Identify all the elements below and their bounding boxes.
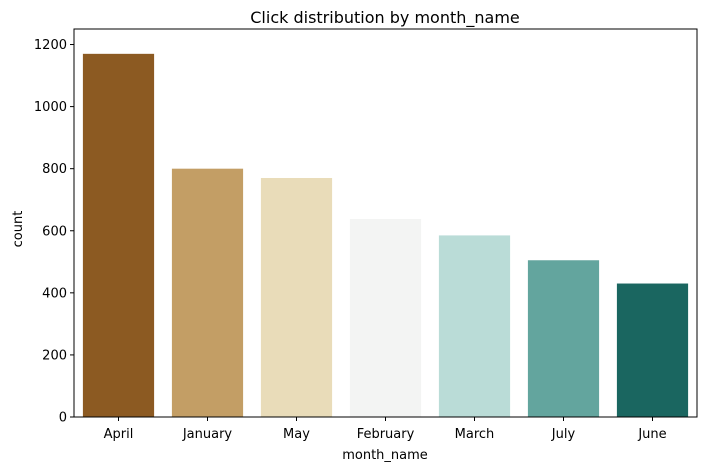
bar-february	[349, 218, 422, 417]
y-axis-label: count	[11, 211, 26, 248]
bar-april	[82, 53, 155, 417]
y-tick-label: 600	[42, 224, 67, 239]
y-axis: 0 200 400 600 800 1000 1200	[34, 38, 74, 426]
bar-july	[527, 260, 600, 417]
y-tick-label: 800	[42, 162, 67, 177]
y-tick-label: 1200	[34, 38, 67, 53]
x-tick-label: January	[182, 427, 233, 442]
x-tick-label: May	[283, 427, 310, 442]
x-axis: April January May February March July June	[104, 417, 667, 442]
x-tick-label: April	[104, 427, 134, 442]
x-tick-label: March	[455, 427, 495, 442]
y-tick-label: 400	[42, 286, 67, 301]
chart-title: Click distribution by month_name	[250, 8, 520, 28]
x-tick-label: June	[637, 427, 666, 442]
y-tick-label: 0	[59, 411, 67, 426]
bar-june	[616, 283, 689, 417]
bars-group	[82, 53, 689, 417]
x-tick-label: July	[551, 427, 576, 442]
y-tick-label: 1000	[34, 100, 67, 115]
bar-march	[438, 235, 511, 417]
bar-may	[260, 177, 333, 417]
bar-january	[171, 168, 244, 417]
x-axis-label: month_name	[342, 448, 428, 463]
x-tick-label: February	[357, 427, 415, 442]
plot-frame	[73, 28, 698, 418]
y-tick-label: 200	[42, 348, 67, 363]
